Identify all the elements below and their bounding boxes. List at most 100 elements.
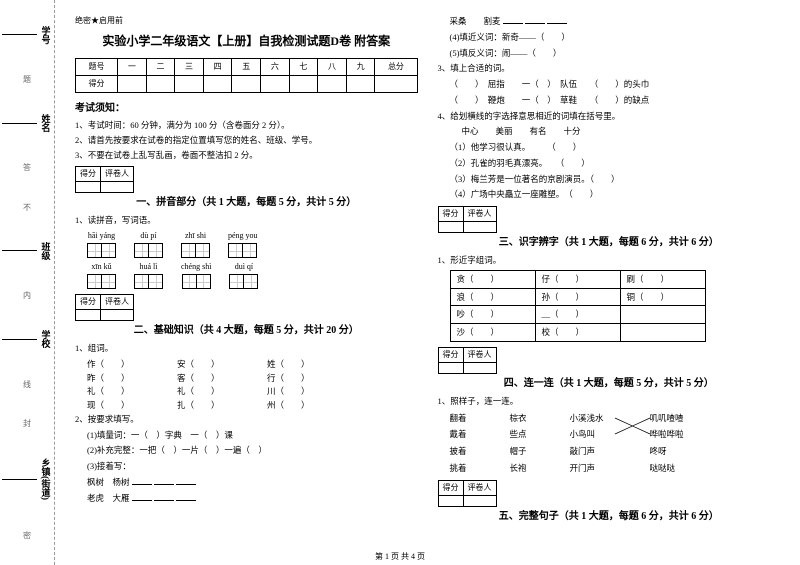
zuci-item: 昨（ ） bbox=[87, 372, 167, 385]
question-label: 1、读拼音，写词语。 bbox=[75, 214, 418, 227]
score-cell[interactable] bbox=[175, 76, 204, 93]
char-grid[interactable] bbox=[229, 274, 258, 289]
score-header-cell: 九 bbox=[346, 59, 375, 76]
mini-score-cell[interactable] bbox=[76, 310, 101, 321]
binding-dash: 内 bbox=[22, 291, 33, 299]
fill-blank[interactable] bbox=[525, 15, 545, 24]
question-sub: （2）孔雀的羽毛真漂亮。 （ ） bbox=[450, 157, 781, 170]
score-header-cell: 八 bbox=[318, 59, 347, 76]
pinyin-label: péng you bbox=[228, 230, 258, 242]
binding-label: 乡镇(街道) bbox=[40, 458, 53, 500]
bracket-cell: 铜（ ） bbox=[620, 288, 705, 306]
bracket-cell: 仔（ ） bbox=[535, 270, 620, 288]
mini-score-cell[interactable] bbox=[438, 222, 463, 233]
exam-title: 实验小学二年级语文【上册】自我检测试题D卷 附答案 bbox=[75, 32, 418, 50]
connect-item: 敲门声 bbox=[570, 445, 650, 458]
mini-score-box: 得分评卷人 bbox=[75, 166, 134, 193]
question-label: 3、填上合适的词。 bbox=[438, 62, 781, 75]
binding-item: 学号 bbox=[2, 26, 53, 44]
connect-item: 咚呀 bbox=[650, 445, 710, 458]
fill-blank[interactable] bbox=[132, 492, 152, 501]
connect-item: 些点 bbox=[510, 428, 570, 441]
score-cell[interactable] bbox=[232, 76, 261, 93]
score-cell[interactable] bbox=[203, 76, 232, 93]
score-cell[interactable] bbox=[318, 76, 347, 93]
fill-blank[interactable] bbox=[154, 492, 174, 501]
char-grid[interactable] bbox=[87, 243, 116, 258]
connect-col: 小溪浅水 小鸟叫 敲门声 开门声 bbox=[570, 412, 650, 475]
fill-blank[interactable] bbox=[176, 492, 196, 501]
binding-line bbox=[2, 479, 37, 480]
score-header-cell: 总分 bbox=[375, 59, 417, 76]
char-grid[interactable] bbox=[134, 274, 163, 289]
mini-score-label: 得分 bbox=[438, 480, 463, 495]
score-cell[interactable] bbox=[146, 76, 175, 93]
bracket-cell: 吵（ ） bbox=[450, 306, 535, 324]
pinyin-label: zhī shi bbox=[185, 230, 206, 242]
connect-item: 长袍 bbox=[510, 462, 570, 475]
section-title: 三、识字辨字（共 1 大题，每题 6 分，共计 6 分） bbox=[438, 235, 781, 250]
char-grid[interactable] bbox=[87, 274, 116, 289]
binding-item: 学校 bbox=[2, 330, 53, 348]
question-sub: （ ） 鞭炮 一（ ） 草鞋 （ ）的缺点 bbox=[450, 94, 781, 107]
question-sub: 中心 美丽 有名 十分 bbox=[462, 125, 781, 138]
mini-score-label: 得分 bbox=[76, 295, 101, 310]
score-cell[interactable] bbox=[375, 76, 417, 93]
score-header-cell: 四 bbox=[203, 59, 232, 76]
score-header-cell: 五 bbox=[232, 59, 261, 76]
fill-blank[interactable] bbox=[154, 476, 174, 485]
score-cell[interactable] bbox=[118, 76, 147, 93]
question-label: 2、按要求填写。 bbox=[75, 413, 418, 426]
fill-blank[interactable] bbox=[176, 476, 196, 485]
fill-blank[interactable] bbox=[132, 476, 152, 485]
char-grid[interactable] bbox=[181, 243, 210, 258]
binding-line bbox=[2, 34, 37, 35]
mini-score-label: 评卷人 bbox=[101, 167, 134, 182]
fill-blank[interactable] bbox=[547, 15, 567, 24]
char-grid[interactable] bbox=[228, 243, 257, 258]
binding-label: 学校 bbox=[40, 330, 53, 348]
pinyin-item: chéng shì bbox=[181, 261, 211, 289]
zuci-item: 姓（ ） bbox=[267, 358, 347, 371]
score-header-cell: 七 bbox=[289, 59, 318, 76]
mini-score-cell[interactable] bbox=[101, 182, 134, 193]
score-header-cell: 六 bbox=[261, 59, 290, 76]
score-cell[interactable] bbox=[289, 76, 318, 93]
zuci-item: 州（ ） bbox=[267, 399, 347, 412]
page-container: 学号 题 姓名 答 不 班级 内 学校 线 封 乡镇(街道) 密 绝密★启用前 … bbox=[0, 0, 800, 565]
mini-score-cell[interactable] bbox=[463, 222, 496, 233]
pinyin-label: duì qí bbox=[235, 261, 253, 273]
score-header-cell: 三 bbox=[175, 59, 204, 76]
question-label: 1、照样子，连一连。 bbox=[438, 395, 781, 408]
mini-score-cell[interactable] bbox=[463, 362, 496, 373]
question-sub: (4)填近义词：新奇——（ ） bbox=[450, 31, 781, 44]
connect-item: 小溪浅水 bbox=[570, 412, 650, 425]
mini-score-cell[interactable] bbox=[76, 182, 101, 193]
binding-dash: 不 bbox=[22, 203, 33, 211]
zuci-item: 礼（ ） bbox=[87, 385, 167, 398]
section-title: 五、完整句子（共 1 大题，每题 6 分，共计 6 分） bbox=[438, 509, 781, 524]
pinyin-label: chéng shì bbox=[181, 261, 211, 273]
question-sub: 采桑 割麦 bbox=[450, 15, 781, 28]
mini-score-box: 得分评卷人 bbox=[75, 294, 134, 321]
score-value-row: 得分 bbox=[76, 76, 418, 93]
char-grid[interactable] bbox=[134, 243, 163, 258]
connect-item: 叽叽喳喳 bbox=[650, 412, 710, 425]
score-cell[interactable] bbox=[261, 76, 290, 93]
fill-blank[interactable] bbox=[503, 15, 523, 24]
zuci-row: 现（ ）扎（ ）州（ ） bbox=[87, 399, 418, 412]
score-cell[interactable] bbox=[346, 76, 375, 93]
question-sub: (1)填量词：一（ ）字典 一（ ）课 bbox=[87, 429, 418, 442]
char-grid[interactable] bbox=[182, 274, 211, 289]
score-header-row: 题号 一 二 三 四 五 六 七 八 九 总分 bbox=[76, 59, 418, 76]
binding-line bbox=[2, 250, 37, 251]
binding-line bbox=[2, 339, 37, 340]
mini-score-cell[interactable] bbox=[101, 310, 134, 321]
mini-score-cell[interactable] bbox=[438, 362, 463, 373]
binding-dash: 密 bbox=[22, 531, 33, 539]
pinyin-label: hāi yáng bbox=[88, 230, 115, 242]
mini-score-cell[interactable] bbox=[438, 495, 463, 506]
connect-item: 披着 bbox=[450, 445, 510, 458]
mini-score-box: 得分评卷人 bbox=[438, 347, 497, 374]
mini-score-cell[interactable] bbox=[463, 495, 496, 506]
